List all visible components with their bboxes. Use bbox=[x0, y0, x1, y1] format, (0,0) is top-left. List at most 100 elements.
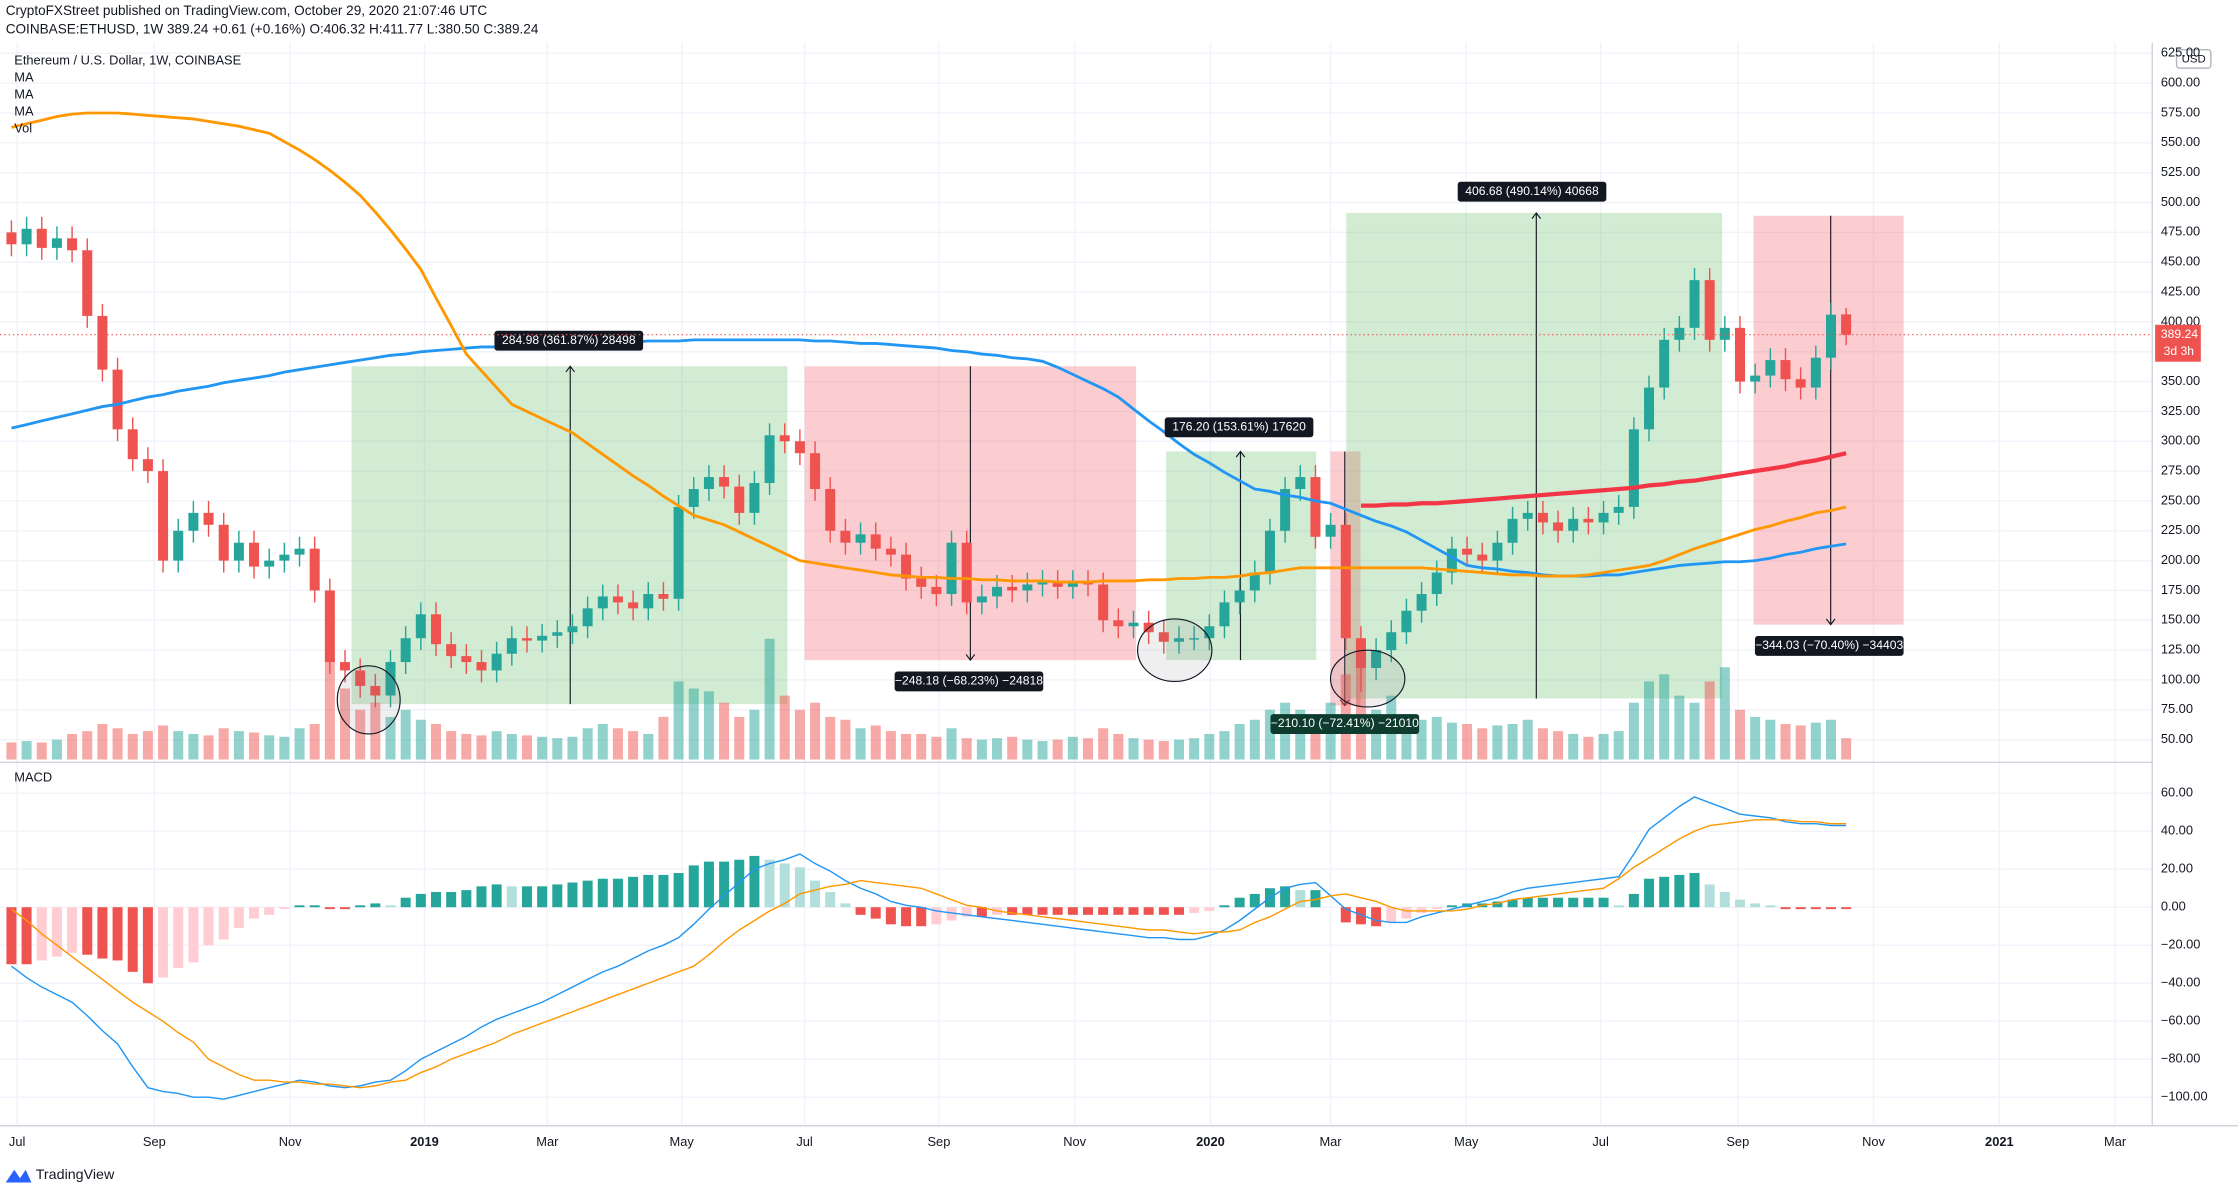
volume-bar bbox=[415, 719, 426, 760]
volume-bar bbox=[1204, 733, 1215, 760]
candle-body bbox=[97, 315, 108, 370]
histogram-bar bbox=[916, 907, 927, 927]
candle-body bbox=[1628, 429, 1639, 507]
volume-bar bbox=[1371, 709, 1382, 760]
x-tick-label: Jul bbox=[796, 1134, 812, 1149]
candle-body bbox=[1613, 506, 1624, 513]
histogram-bar bbox=[173, 907, 184, 969]
volume-bar bbox=[400, 709, 411, 760]
volume-bar bbox=[597, 724, 608, 760]
volume-bar bbox=[1143, 739, 1154, 760]
candle-body bbox=[628, 602, 639, 609]
histogram-bar bbox=[1750, 903, 1761, 908]
volume-bar bbox=[1507, 724, 1518, 760]
macd-line bbox=[11, 796, 1847, 1100]
candle-body bbox=[1325, 524, 1336, 537]
range-label: −210.10 (−72.41%) −21010 bbox=[1271, 716, 1419, 730]
candles bbox=[6, 216, 1852, 708]
volume-bar bbox=[961, 738, 972, 760]
candle-body bbox=[1507, 518, 1518, 543]
candle-body bbox=[1098, 584, 1109, 621]
x-tick-label: Nov bbox=[1862, 1134, 1885, 1149]
volume-bar bbox=[112, 728, 123, 760]
histogram-bar bbox=[643, 874, 654, 908]
volume-bar bbox=[1522, 719, 1533, 760]
histogram-bar bbox=[1173, 907, 1184, 915]
y-tick-label: 75.00 bbox=[2161, 701, 2193, 716]
histogram-bar bbox=[82, 907, 93, 955]
candle-body bbox=[1750, 375, 1761, 382]
histogram-bar bbox=[1704, 884, 1715, 908]
candle-body bbox=[400, 638, 411, 663]
candle-body bbox=[1113, 620, 1124, 627]
candle-body bbox=[931, 586, 942, 595]
histogram-bar bbox=[688, 865, 699, 908]
candle-body bbox=[446, 644, 457, 657]
volume-bar bbox=[158, 725, 169, 760]
volume-bar bbox=[1037, 741, 1048, 760]
volume-bar bbox=[370, 702, 381, 760]
volume-bar bbox=[1446, 722, 1457, 760]
range-label-bg bbox=[1754, 635, 1904, 656]
y-tick-label: 100.00 bbox=[2161, 671, 2200, 686]
arrow-head bbox=[1531, 211, 1542, 219]
volume-bar bbox=[643, 733, 654, 760]
histogram-bar bbox=[1158, 907, 1169, 915]
range-label-bg bbox=[1457, 181, 1607, 202]
candle-body bbox=[1431, 572, 1442, 595]
volume-bar bbox=[1158, 741, 1169, 760]
y-tick-label: −40.00 bbox=[2161, 975, 2201, 990]
x-tick-label: Sep bbox=[928, 1134, 951, 1149]
histogram-bar bbox=[294, 905, 305, 908]
currency-box[interactable] bbox=[2175, 48, 2212, 69]
candle-body bbox=[1522, 512, 1533, 519]
histogram-bar bbox=[279, 907, 290, 910]
volume-bar bbox=[1750, 716, 1761, 760]
y-tick-label: 425.00 bbox=[2161, 283, 2200, 298]
volume-bar bbox=[612, 728, 623, 760]
candle-body bbox=[142, 459, 153, 472]
volume-bar bbox=[1431, 716, 1442, 760]
candle-body bbox=[794, 441, 805, 454]
y-tick-label: 450.00 bbox=[2161, 254, 2200, 269]
candle-body bbox=[1386, 632, 1397, 651]
currency: USD bbox=[2182, 54, 2206, 66]
arrow-head bbox=[565, 365, 575, 373]
legend-entry: MA bbox=[14, 104, 34, 119]
candle-body bbox=[21, 228, 32, 245]
histogram-bar bbox=[1613, 905, 1624, 908]
histogram-bar bbox=[825, 892, 836, 908]
volume-bar bbox=[901, 733, 912, 760]
range-label-bg bbox=[1164, 417, 1314, 438]
histogram-bar bbox=[931, 907, 942, 925]
y-tick-label: 350.00 bbox=[2161, 373, 2200, 388]
histogram-bar bbox=[1128, 907, 1139, 915]
candle-body bbox=[1249, 572, 1260, 591]
candle-body bbox=[1401, 610, 1412, 633]
brand: TradingView bbox=[36, 1167, 115, 1183]
volume-bar bbox=[976, 739, 987, 760]
histogram-bar bbox=[1628, 893, 1639, 908]
candle-body bbox=[779, 435, 790, 442]
volume-bar bbox=[992, 738, 1003, 760]
histogram-bar bbox=[1143, 907, 1154, 915]
y-tick-label: 300.00 bbox=[2161, 433, 2200, 448]
candle-body bbox=[1295, 477, 1306, 489]
macd bbox=[6, 796, 1852, 1100]
histogram-bar bbox=[1841, 907, 1852, 910]
candle-body bbox=[734, 486, 745, 513]
candle-body bbox=[476, 662, 487, 671]
volume-bar bbox=[1219, 731, 1230, 760]
volume-bar bbox=[1810, 722, 1821, 760]
volume-bar bbox=[1477, 728, 1488, 760]
candle-body bbox=[1719, 327, 1730, 340]
volume-bar bbox=[1628, 702, 1639, 760]
histogram-bar bbox=[1598, 897, 1609, 908]
candle-body bbox=[537, 635, 548, 641]
volume-bar bbox=[946, 728, 957, 760]
histogram-bar bbox=[1371, 907, 1382, 927]
histogram-bar bbox=[1249, 893, 1260, 908]
histogram-bar bbox=[885, 907, 896, 925]
y-tick-label: 0.00 bbox=[2161, 899, 2186, 914]
volume-bar bbox=[552, 738, 563, 760]
